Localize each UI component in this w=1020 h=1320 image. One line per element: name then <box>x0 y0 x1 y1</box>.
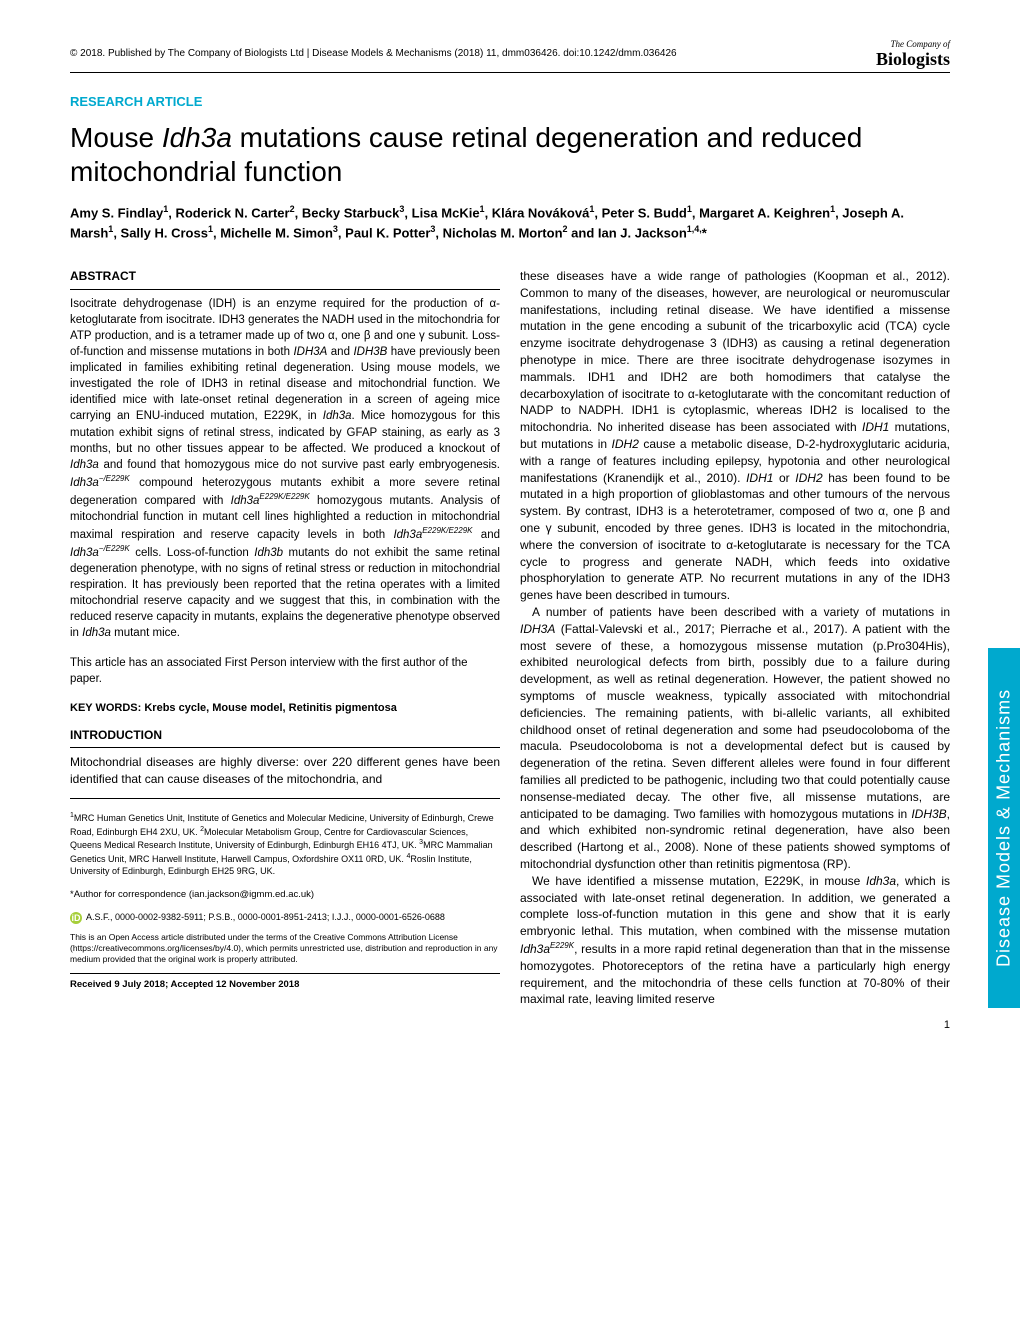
first-person-note: This article has an associated First Per… <box>70 655 500 687</box>
abstract-body: Isocitrate dehydrogenase (IDH) is an enz… <box>70 296 500 641</box>
publisher-logo: The Company of Biologists <box>876 40 950 68</box>
copyright-text: © 2018. Published by The Company of Biol… <box>70 47 677 61</box>
intro-paragraph: A number of patients have been described… <box>520 604 950 873</box>
header-bar: © 2018. Published by The Company of Biol… <box>70 40 950 73</box>
right-column: these diseases have a wide range of path… <box>520 268 950 1008</box>
two-column-layout: ABSTRACT Isocitrate dehydrogenase (IDH) … <box>70 268 950 1008</box>
journal-side-tab: Disease Models & Mechanisms <box>988 648 1020 1008</box>
affiliations-block: 1MRC Human Genetics Unit, Institute of G… <box>70 811 500 877</box>
article-title: Mouse Idh3a mutations cause retinal dege… <box>70 121 950 188</box>
page-number: 1 <box>944 1018 950 1033</box>
orcid-block: iD A.S.F., 0000-0002-9382-5911; P.S.B., … <box>70 911 500 924</box>
left-column: ABSTRACT Isocitrate dehydrogenase (IDH) … <box>70 268 500 1008</box>
abstract-heading: ABSTRACT <box>70 268 500 285</box>
intro-left-text: Mitochondrial diseases are highly divers… <box>70 754 500 788</box>
license-text: This is an Open Access article distribut… <box>70 932 500 965</box>
received-accepted-dates: Received 9 July 2018; Accepted 12 Novemb… <box>70 973 500 991</box>
divider <box>70 747 500 748</box>
correspondence-line: *Author for correspondence (ian.jackson@… <box>70 888 500 901</box>
intro-right-text: these diseases have a wide range of path… <box>520 268 950 1008</box>
intro-paragraph: We have identified a missense mutation, … <box>520 873 950 1008</box>
introduction-heading: INTRODUCTION <box>70 727 500 744</box>
orcid-ids: A.S.F., 0000-0002-9382-5911; P.S.B., 000… <box>86 911 445 924</box>
author-list: Amy S. Findlay1, Roderick N. Carter2, Be… <box>70 203 950 243</box>
orcid-icon: iD <box>70 912 82 924</box>
intro-paragraph: these diseases have a wide range of path… <box>520 268 950 604</box>
article-type-label: RESEARCH ARTICLE <box>70 93 950 111</box>
divider <box>70 289 500 290</box>
divider <box>70 798 500 799</box>
keywords-line: KEY WORDS: Krebs cycle, Mouse model, Ret… <box>70 701 500 716</box>
